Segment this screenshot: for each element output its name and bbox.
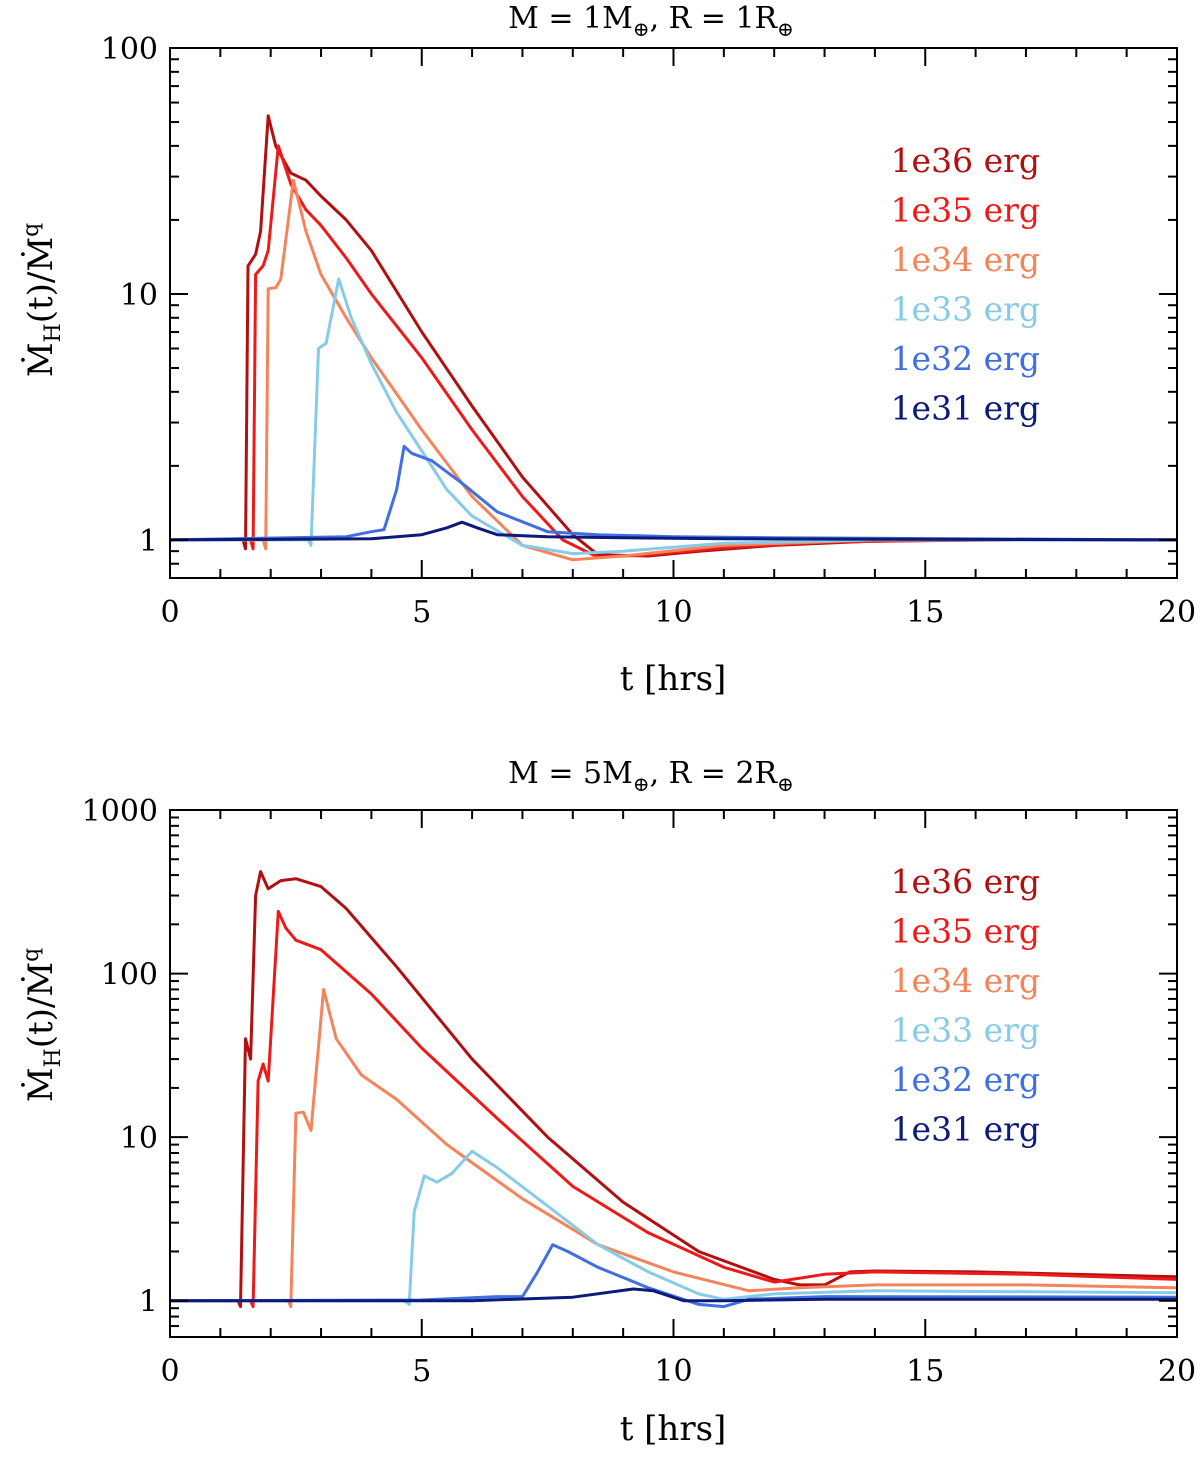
top-panel-x-tick-label: 20 (1158, 595, 1196, 630)
svg-text:ṀH(t)/Ṁq: ṀH(t)/Ṁq (19, 223, 66, 378)
top-panel-series-line-1e33-erg (170, 277, 1177, 556)
top-panel-legend-entry: 1e36 erg (891, 141, 1040, 180)
top-panel-series-group (170, 114, 1177, 562)
bottom-panel-x-tick-label: 0 (160, 1354, 179, 1389)
top-panel-legend: 1e36 erg 1e35 erg 1e34 erg 1e33 erg 1e32 erg… (891, 141, 1040, 428)
bottom-panel-x-tick-label: 20 (1158, 1354, 1196, 1389)
top-panel-x-tick-label: 5 (412, 595, 431, 630)
bottom-panel-series-line-1e35-erg (170, 909, 1177, 1309)
top-panel-ylabel: ṀH(t)/Ṁq (19, 223, 66, 378)
top-panel-xlabel: t [hrs] (620, 659, 727, 699)
bottom-panel-legend-entry: 1e31 erg (891, 1110, 1040, 1149)
top-panel-legend-entry: 1e35 erg (891, 191, 1040, 230)
top-panel-y-tick-label: 10 (120, 278, 158, 313)
bottom-panel-title: M = 5M⊕, R = 2R⊕ (508, 756, 794, 796)
bottom-panel-series-group (170, 870, 1177, 1309)
bottom-panel: M = 5M⊕, R = 2R⊕ t [hrs] ṀH(t)/Ṁq 0 5 10 15… (19, 756, 1196, 1449)
top-panel-x-tick-label: 0 (160, 595, 179, 630)
top-panel-legend-entry: 1e34 erg (891, 240, 1040, 279)
top-panel-series-line-1e32-erg (170, 444, 1177, 542)
svg-text:ṀH(t)/Ṁq: ṀH(t)/Ṁq (19, 948, 66, 1103)
bottom-panel-series-line-1e34-erg (170, 987, 1177, 1309)
top-panel-legend-entry: 1e31 erg (891, 389, 1040, 428)
bottom-panel-ticks (169, 809, 1178, 1338)
top-panel-legend-entry: 1e32 erg (891, 339, 1040, 378)
top-panel-legend-entry: 1e33 erg (891, 290, 1040, 329)
bottom-panel-x-tick-label: 15 (906, 1354, 944, 1389)
bottom-panel-y-tick-label: 1000 (82, 794, 158, 829)
bottom-panel-legend-entry: 1e34 erg (891, 961, 1040, 1000)
bottom-panel-series-line-1e31-erg (170, 1287, 1177, 1303)
bottom-panel-plot-area: 0 5 10 15 20 1 10 100 1000 1e36 erg 1e35 erg 1e34 e… (82, 794, 1196, 1389)
bottom-panel-series-line-1e33-erg (170, 1149, 1177, 1306)
top-panel-y-tick-label: 1 (139, 524, 158, 559)
bottom-panel-legend-entry: 1e36 erg (891, 862, 1040, 901)
bottom-panel-legend: 1e36 erg 1e35 erg 1e34 erg 1e33 erg 1e32 erg… (891, 862, 1040, 1149)
bottom-panel-legend-entry: 1e33 erg (891, 1011, 1040, 1050)
bottom-panel-xlabel: t [hrs] (620, 1409, 727, 1449)
top-panel-x-tick-label: 10 (654, 595, 692, 630)
top-panel-y-tick-label: 100 (101, 32, 158, 67)
top-panel-series-line-1e34-erg (170, 178, 1177, 562)
top-panel-series-line-1e36-erg (170, 114, 1177, 558)
bottom-panel-ylabel: ṀH(t)/Ṁq (19, 948, 66, 1103)
bottom-panel-legend-entry: 1e32 erg (891, 1060, 1040, 1099)
bottom-panel-y-tick-label: 100 (101, 958, 158, 993)
top-panel-title: M = 1M⊕, R = 1R⊕ (508, 1, 794, 41)
top-panel-series-line-1e31-erg (170, 520, 1177, 542)
bottom-panel-y-tick-label: 1 (139, 1285, 158, 1320)
bottom-panel-legend-entry: 1e35 erg (891, 912, 1040, 951)
bottom-panel-x-tick-label: 5 (412, 1354, 431, 1389)
bottom-panel-x-tick-label: 10 (654, 1354, 692, 1389)
top-panel-series-line-1e35-erg (170, 144, 1177, 559)
top-panel-ticks (169, 47, 1178, 579)
bottom-panel-y-tick-label: 10 (120, 1121, 158, 1156)
bottom-panel-series-line-1e36-erg (170, 870, 1177, 1309)
top-panel-x-tick-label: 15 (906, 595, 944, 630)
top-panel: M = 1M⊕, R = 1R⊕ t [hrs] ṀH(t)/Ṁq 0 5 10 15… (19, 1, 1196, 699)
